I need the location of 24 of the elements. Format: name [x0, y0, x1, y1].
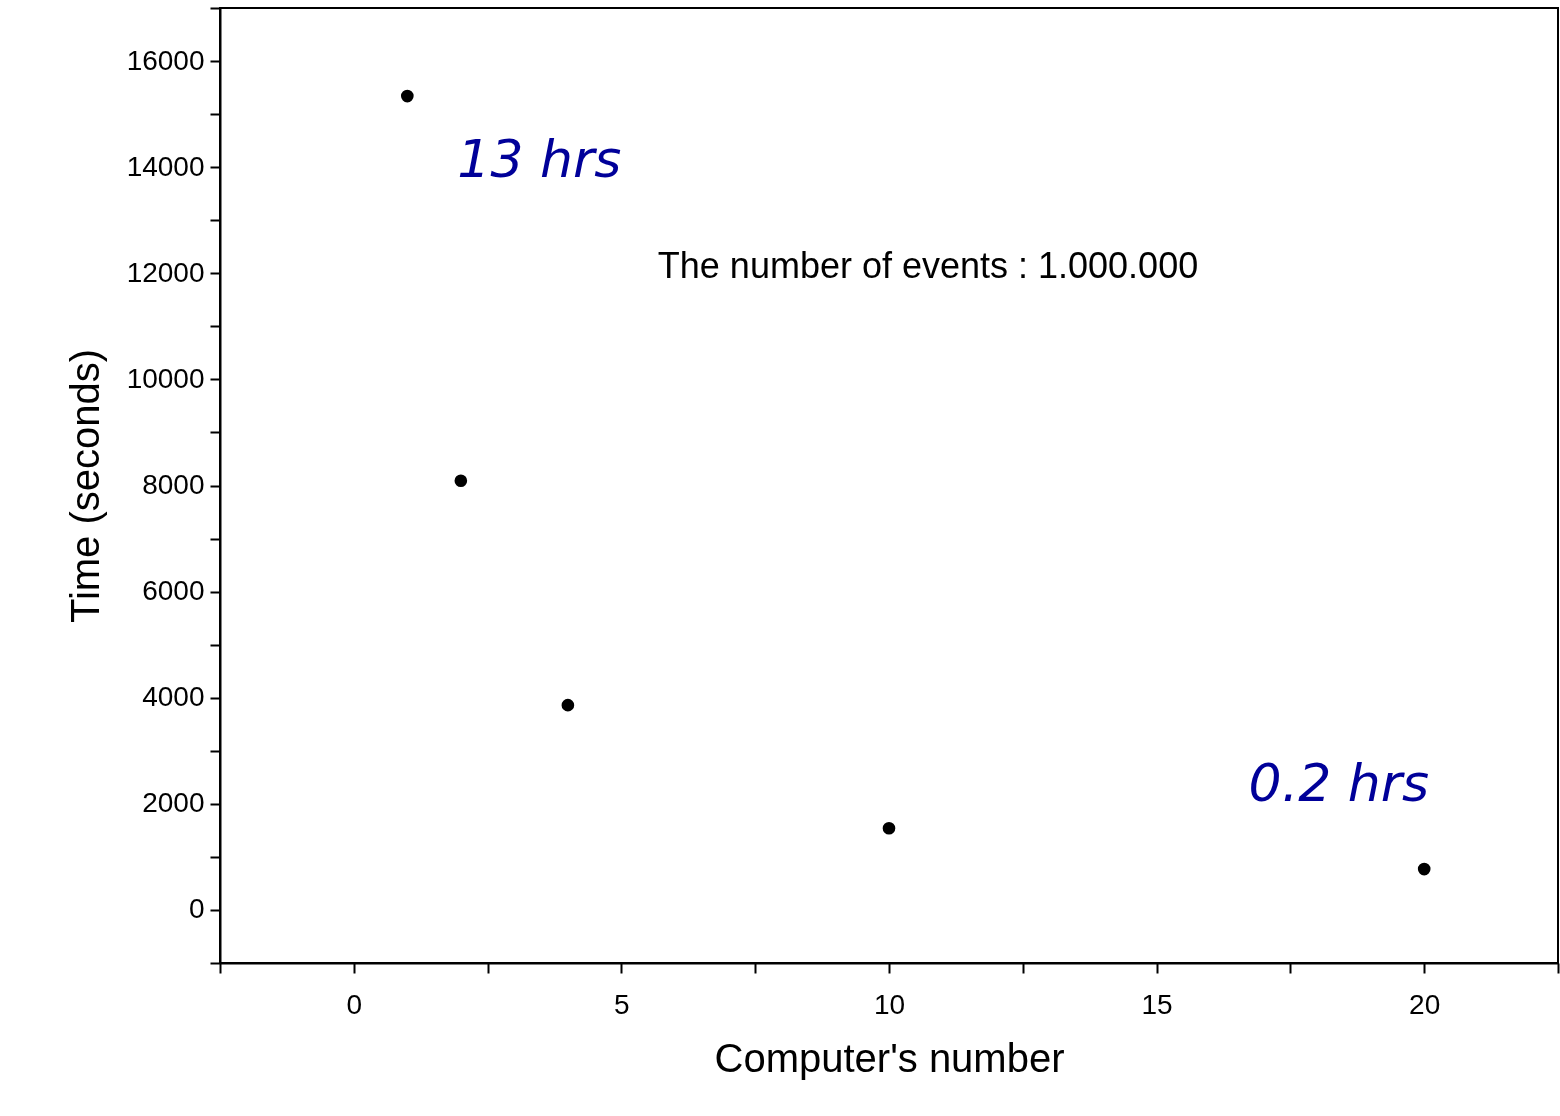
y-tick-label: 10000: [126, 362, 205, 394]
y-tick-label: 8000: [142, 469, 205, 500]
point: [882, 821, 896, 835]
y-tick-label: 0: [188, 893, 205, 925]
y-tick-label: 4000: [142, 681, 205, 713]
y-axis-title: Time (seconds): [62, 348, 107, 624]
x-tick-label: 20: [1409, 988, 1441, 1020]
point: [1417, 862, 1431, 876]
x-tick-label: 10: [873, 988, 906, 1020]
x-tick-label: 5: [614, 988, 630, 1020]
x-tick-label: 0: [346, 988, 363, 1020]
y-tick-label: 16000: [126, 44, 205, 76]
annotation: 13 hrs: [457, 129, 622, 190]
x-tick-label: 15: [1141, 988, 1173, 1020]
x-axis-title: Computer's number: [714, 1035, 1065, 1080]
annotation: 0.2 hrs: [1248, 753, 1430, 814]
y-tick-label: 2000: [142, 787, 205, 819]
y-tick-label: 12000: [126, 256, 205, 288]
point: [401, 89, 414, 103]
point: [561, 698, 575, 712]
point: [454, 474, 468, 488]
annotation: The number of events : 1.000.000: [657, 245, 1199, 286]
y-tick-label: 14000: [126, 150, 205, 182]
y-tick-label: 6000: [142, 575, 205, 607]
